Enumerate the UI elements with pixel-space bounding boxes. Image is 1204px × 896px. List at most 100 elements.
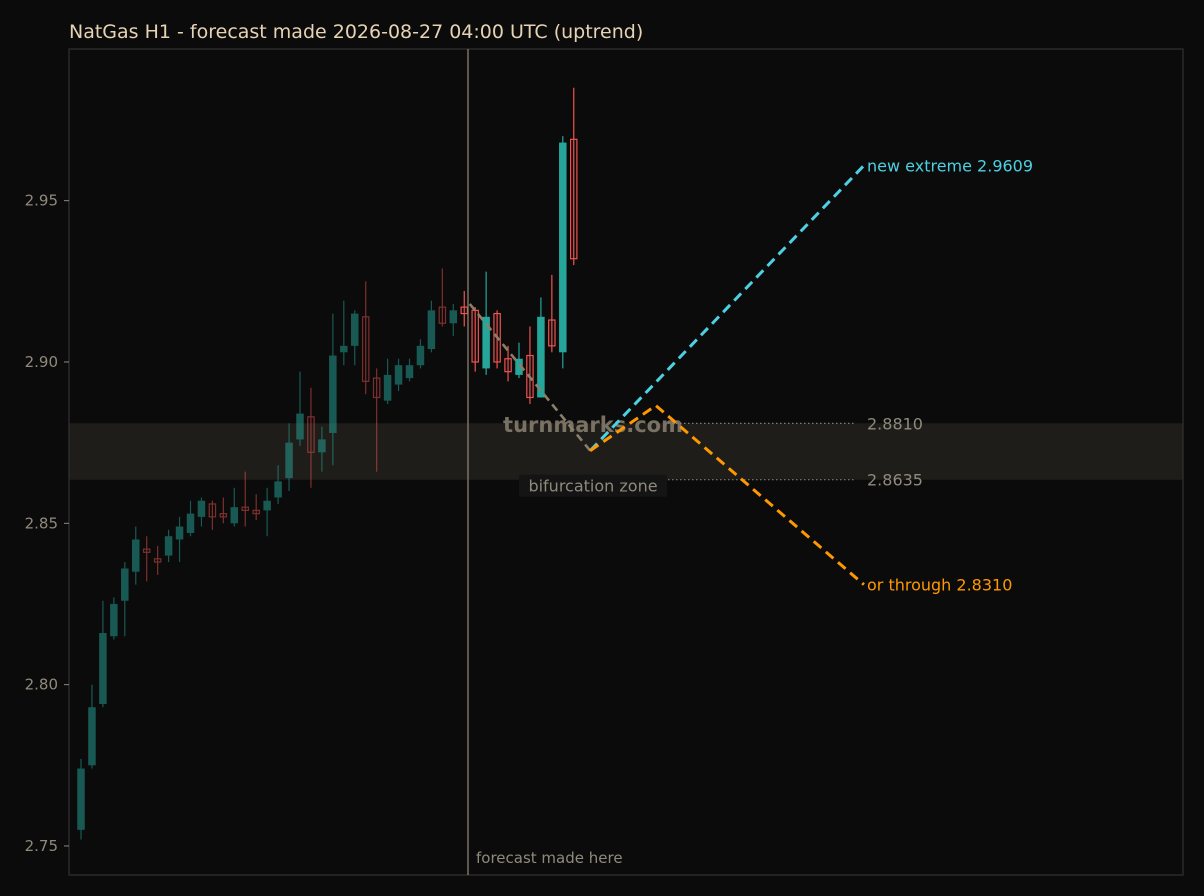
candle-body — [351, 313, 359, 346]
candle-body — [427, 310, 436, 350]
y-tick-label: 2.80 — [25, 676, 58, 694]
candle-body — [537, 316, 545, 398]
candle — [153, 545, 162, 575]
candle-body — [416, 345, 425, 366]
forecast-marker-label: forecast made here — [476, 849, 623, 867]
candle-body — [340, 345, 348, 353]
candle-body — [132, 539, 140, 572]
y-tick-label: 2.75 — [25, 837, 58, 855]
candle — [219, 497, 228, 524]
candle — [493, 310, 501, 369]
candle-body — [569, 138, 578, 260]
y-tick-label: 2.90 — [25, 353, 58, 371]
candle — [142, 536, 151, 582]
candle — [482, 271, 490, 375]
candle-body — [296, 413, 304, 440]
candle — [208, 500, 217, 530]
candle — [416, 339, 425, 369]
candle — [307, 387, 315, 488]
candle-body — [318, 439, 326, 453]
candle-body — [77, 768, 85, 830]
pre-forecast-path — [468, 303, 592, 452]
level-label: 2.8810 — [867, 414, 923, 433]
candle-body — [438, 306, 447, 324]
candle — [274, 465, 282, 504]
candle-body — [285, 442, 293, 479]
candle-body — [471, 309, 479, 363]
zone-label: bifurcation zone — [528, 477, 657, 496]
candle-body — [559, 142, 567, 353]
candle-body — [329, 355, 337, 433]
candle-body — [307, 416, 315, 453]
candle-body — [208, 503, 217, 518]
candle — [132, 526, 140, 585]
candle — [361, 281, 370, 395]
candle-body — [361, 316, 370, 382]
candle-body — [121, 568, 129, 601]
candle-body — [504, 358, 512, 373]
candle-body — [394, 365, 403, 385]
candle — [427, 300, 436, 353]
candle — [471, 307, 479, 372]
candle — [405, 358, 414, 382]
y-tick-label: 2.85 — [25, 514, 58, 532]
candle — [88, 684, 96, 769]
chart-title: NatGas H1 - forecast made 2026-08-27 04:… — [69, 21, 643, 43]
candle-body — [548, 319, 556, 347]
candle — [197, 497, 206, 527]
candle — [383, 358, 392, 404]
candle-body — [110, 603, 118, 637]
candle — [438, 268, 447, 327]
candle-body — [175, 526, 184, 540]
candle-body — [88, 707, 96, 766]
candle — [449, 303, 458, 337]
candle — [121, 562, 129, 637]
bifurcation-zone-band — [69, 423, 1183, 480]
candle-body — [252, 509, 260, 515]
candle-body — [526, 354, 534, 399]
candle — [351, 310, 359, 366]
candle — [263, 487, 271, 537]
candle — [569, 87, 578, 266]
candle — [318, 426, 326, 472]
candle — [164, 529, 173, 563]
candle-body — [164, 536, 173, 556]
plot-frame — [68, 48, 1184, 876]
candle-body — [197, 500, 206, 517]
candle — [329, 313, 337, 466]
candle — [252, 494, 260, 521]
candle-body — [449, 310, 458, 324]
candle — [372, 368, 381, 472]
watermark: turnmarks.com — [503, 413, 683, 437]
candle-body — [230, 507, 239, 524]
candle — [285, 423, 293, 492]
candle-body — [515, 358, 523, 375]
candle — [394, 358, 403, 392]
candle — [504, 345, 512, 382]
candle-body — [372, 377, 381, 399]
candle-body — [219, 513, 228, 518]
candle-body — [153, 558, 162, 563]
candle-body — [263, 500, 271, 511]
plot-area: 2.75 2.80 2.85 2.90 2.95 forecast made here tu… — [25, 48, 1184, 876]
candle — [230, 487, 239, 527]
candle — [548, 274, 556, 353]
candle-body — [482, 316, 490, 369]
candle-body — [274, 481, 282, 498]
level-label: 2.8635 — [867, 471, 923, 490]
candle — [186, 500, 195, 537]
candle-body — [241, 506, 250, 511]
up-scenario-line — [589, 164, 866, 452]
candle-body — [142, 548, 151, 553]
candle-body — [405, 365, 414, 379]
candle — [99, 600, 107, 708]
down-scenario-label: or through 2.8310 — [867, 576, 1012, 595]
candle — [175, 516, 184, 563]
candle-body — [493, 312, 501, 363]
candle — [537, 297, 545, 398]
candle — [526, 326, 534, 404]
candle — [110, 597, 118, 640]
candle — [296, 371, 304, 446]
